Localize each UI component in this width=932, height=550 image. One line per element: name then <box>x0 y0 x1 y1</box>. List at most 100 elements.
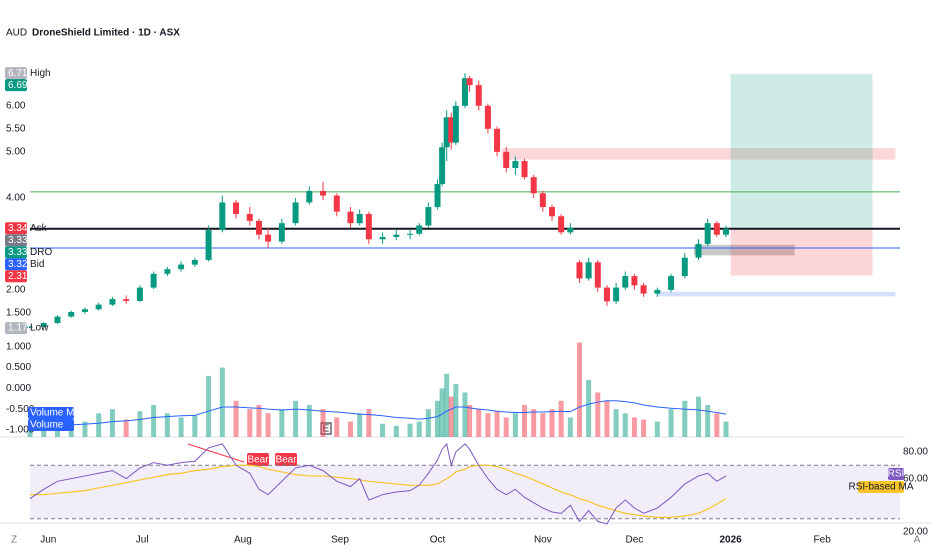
volume-bar <box>151 404 157 437</box>
candle-body <box>292 202 299 224</box>
rsi-band <box>30 465 900 519</box>
candle-body <box>462 78 468 106</box>
x-tick-label: 2026 <box>719 535 742 546</box>
candle-body <box>306 190 313 203</box>
volume-bar <box>279 409 285 437</box>
zone <box>501 148 896 160</box>
volume-bar <box>393 425 399 437</box>
volume-bar <box>654 421 660 437</box>
candle-body <box>265 234 272 242</box>
volume-bar <box>233 400 239 437</box>
price-tag-label: 3.34 <box>8 223 28 234</box>
candle-body <box>558 216 565 233</box>
candle-body <box>320 190 327 196</box>
candle-body <box>150 273 157 288</box>
price-tag-label: 1.170 <box>8 323 33 334</box>
divergence-label: Bear <box>275 455 297 466</box>
volume-bar <box>27 427 33 437</box>
divergence-label: Bear <box>247 455 269 466</box>
rsi-tick-label: 80.00 <box>903 447 928 458</box>
candle-body <box>54 316 61 324</box>
rsi-ma-line <box>30 464 727 518</box>
target-zone <box>730 74 873 229</box>
candle-body <box>723 228 729 235</box>
candle-body <box>695 243 702 258</box>
candle-body <box>503 151 510 168</box>
candle-body <box>640 285 647 294</box>
volume-bar <box>380 423 386 437</box>
volume-bar <box>631 417 637 437</box>
candle-body <box>539 193 546 208</box>
candle-body <box>466 78 473 86</box>
volume-bar <box>540 413 546 437</box>
price-tag-label: 6.71 <box>8 68 28 79</box>
volume-bar <box>522 404 528 437</box>
volume-tick-label: -1.000 <box>6 425 35 436</box>
chart-title: DroneShield Limited · 1D · ASX <box>32 28 180 39</box>
volume-bar <box>357 413 363 437</box>
price-tag <box>5 234 27 247</box>
candle-body <box>27 326 33 329</box>
volume-bar <box>723 421 729 437</box>
zone <box>693 244 795 256</box>
legend-label: Volume <box>30 420 64 431</box>
price-tag-label: 6.69 <box>8 80 28 91</box>
candle-body <box>178 264 185 270</box>
candle-body <box>452 105 459 143</box>
volume-bar <box>407 423 413 437</box>
volume-bar <box>696 396 702 437</box>
volume-bar <box>306 404 312 437</box>
price-tag-text: Low <box>30 323 49 334</box>
candle-body <box>233 202 240 214</box>
divergence-tag <box>275 453 297 466</box>
y-tick-label: 4.00 <box>6 192 26 203</box>
candle-body <box>407 233 414 235</box>
candle-body <box>567 227 574 233</box>
candle-body <box>356 213 363 224</box>
candle-body <box>219 202 226 231</box>
legend-tag <box>858 481 904 493</box>
legend-tag <box>888 468 904 480</box>
zone <box>657 291 896 297</box>
candle-body <box>704 223 711 244</box>
volume-bar <box>682 400 688 437</box>
price-tag-text: Ask <box>30 223 48 234</box>
volume-bar <box>96 413 102 437</box>
volume-bar <box>444 373 450 437</box>
earnings-marker: E <box>323 424 330 435</box>
rsi-line <box>29 442 727 525</box>
y-tick-label: 5.50 <box>6 123 26 134</box>
candle-body <box>365 213 372 240</box>
candle-body <box>434 184 441 208</box>
volume-bar <box>476 409 482 437</box>
candle-body <box>40 323 47 327</box>
candle-body <box>205 230 212 260</box>
legend-tag <box>28 419 74 431</box>
volume-bar <box>668 409 674 437</box>
price-tag <box>5 322 27 335</box>
x-tick-label: Jun <box>40 535 56 546</box>
volume-bar <box>714 413 720 437</box>
corner-button[interactable]: Z <box>11 535 17 546</box>
divergence-tag <box>247 453 269 466</box>
corner-button[interactable]: A <box>914 535 921 546</box>
volume-bar <box>366 409 372 437</box>
y-tick-label: 1.500 <box>6 308 31 319</box>
volume-bar <box>256 404 262 437</box>
x-tick-label: Dec <box>626 535 644 546</box>
price-tag <box>5 258 27 271</box>
candle-body <box>379 236 386 240</box>
candle-body <box>123 299 130 301</box>
volume-bar <box>265 413 271 437</box>
volume-bar <box>82 421 88 437</box>
volume-bar <box>416 421 422 437</box>
volume-bar <box>622 413 628 437</box>
candle-body <box>622 276 629 288</box>
volume-bar <box>320 409 326 437</box>
volume-bar <box>613 409 619 437</box>
candle-body <box>475 85 482 106</box>
candle-body <box>494 128 501 152</box>
candle-body <box>164 269 171 274</box>
x-tick-label: Jul <box>136 535 149 546</box>
volume-tick-label: -0.500 <box>6 404 35 415</box>
